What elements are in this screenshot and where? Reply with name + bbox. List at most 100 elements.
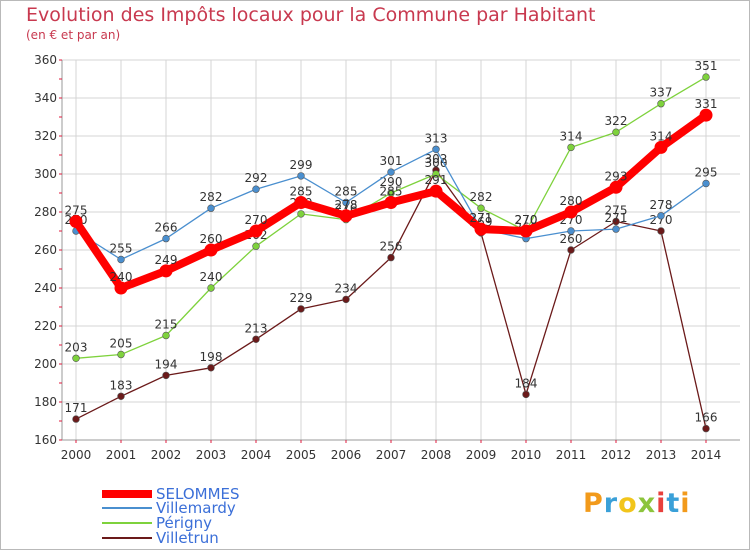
point-perigny-2002 <box>162 331 170 340</box>
point-selommes-2012 <box>609 180 623 194</box>
data-label-villemardy-2014: 295 <box>695 166 718 180</box>
point-selommes-2001 <box>114 281 128 295</box>
point-perigny-2013 <box>657 99 665 108</box>
data-label-selommes-2011: 280 <box>560 194 583 208</box>
point-selommes-2014 <box>699 108 713 122</box>
y-tick-label-180: 180 <box>34 395 57 409</box>
point-villetrun-2012 <box>612 217 620 226</box>
data-label-villemardy-2012: 271 <box>605 211 628 225</box>
data-label-villemardy-2007: 301 <box>380 154 403 168</box>
data-label-villetrun-2002: 194 <box>155 357 178 371</box>
x-tick-label-2010: 2010 <box>511 448 542 462</box>
point-perigny-2005 <box>297 210 305 218</box>
point-villetrun-2013 <box>657 227 665 235</box>
point-perigny-2011 <box>567 143 575 152</box>
data-label-selommes-2000: 275 <box>65 204 88 218</box>
point-villetrun-2002 <box>162 371 170 380</box>
data-label-perigny-2014: 351 <box>695 59 718 73</box>
data-label-selommes-2010: 270 <box>515 213 538 227</box>
point-villetrun-2014 <box>702 424 710 433</box>
chart-subtitle: (en € et par an) <box>26 28 121 42</box>
point-villemardy-2008 <box>432 145 440 154</box>
data-label-perigny-2009: 282 <box>470 190 493 204</box>
point-selommes-2008 <box>429 184 443 198</box>
legend-item-villetrun[interactable]: Villetrun <box>102 529 219 547</box>
point-selommes-2005 <box>294 196 308 209</box>
point-perigny-2001 <box>117 350 125 359</box>
data-label-perigny-2000: 203 <box>65 340 88 354</box>
data-label-perigny-2003: 240 <box>200 270 223 284</box>
point-villemardy-2014 <box>702 179 710 188</box>
point-selommes-2000 <box>69 215 83 228</box>
y-tick-label-280: 280 <box>34 205 57 219</box>
data-label-perigny-2011: 314 <box>560 129 583 143</box>
point-selommes-2007 <box>384 196 398 209</box>
point-perigny-2012 <box>612 128 620 136</box>
point-selommes-2002 <box>159 264 173 278</box>
data-label-perigny-2002: 215 <box>155 318 178 332</box>
point-villemardy-2001 <box>117 255 125 264</box>
data-label-villetrun-2004: 213 <box>245 321 268 335</box>
point-villemardy-2003 <box>207 204 215 212</box>
data-label-selommes-2002: 249 <box>155 253 178 267</box>
x-tick-label-2006: 2006 <box>331 448 362 462</box>
point-villetrun-2010 <box>522 390 530 399</box>
y-tick-label-300: 300 <box>34 167 57 181</box>
data-label-villetrun-2012: 275 <box>605 204 628 218</box>
data-label-selommes-2003: 260 <box>200 232 223 246</box>
data-label-villetrun-2001: 183 <box>110 378 133 392</box>
point-selommes-2006 <box>339 209 353 223</box>
legend-item-villemardy[interactable]: Villemardy <box>102 501 236 516</box>
point-villetrun-2011 <box>567 246 575 254</box>
data-label-villetrun-2006: 234 <box>335 281 358 295</box>
data-label-villetrun-2003: 198 <box>200 350 223 364</box>
data-label-villemardy-2006: 285 <box>335 185 358 199</box>
x-tick-label-2001: 2001 <box>106 448 137 462</box>
point-villetrun-2003 <box>207 364 215 372</box>
point-selommes-2009 <box>474 222 488 236</box>
x-tick-label-2007: 2007 <box>376 448 407 462</box>
y-tick-label-320: 320 <box>34 129 57 143</box>
data-label-villetrun-2011: 260 <box>560 232 583 246</box>
data-label-selommes-2014: 331 <box>695 97 718 111</box>
data-label-perigny-2007: 290 <box>380 175 403 189</box>
legend-swatch-selommes <box>102 490 152 498</box>
legend-item-selommes[interactable]: SELOMMES <box>102 487 240 502</box>
data-label-villetrun-2008: 302 <box>425 152 448 166</box>
point-villemardy-2012 <box>612 225 620 233</box>
y-tick-label-200: 200 <box>34 357 57 371</box>
point-selommes-2010 <box>519 224 533 238</box>
point-villemardy-2006 <box>342 198 350 207</box>
data-label-villemardy-2001: 255 <box>110 242 133 256</box>
data-label-villetrun-2010: 184 <box>515 376 538 390</box>
point-villetrun-2001 <box>117 392 125 400</box>
x-tick-label-2008: 2008 <box>421 448 452 462</box>
legend-label-villetrun: Villetrun <box>156 529 219 547</box>
data-label-selommes-2012: 293 <box>605 169 628 183</box>
point-villetrun-2006 <box>342 295 350 304</box>
point-villetrun-2007 <box>387 253 395 262</box>
data-label-selommes-2009: 271 <box>470 211 493 225</box>
x-tick-label-2000: 2000 <box>61 448 92 462</box>
point-villetrun-2004 <box>252 335 260 343</box>
x-tick-label-2014: 2014 <box>691 448 722 462</box>
data-label-villemardy-2013: 278 <box>650 198 673 212</box>
legend-swatch-villetrun <box>102 537 152 539</box>
x-tick-label-2004: 2004 <box>241 448 272 462</box>
x-tick-label-2002: 2002 <box>151 448 182 462</box>
legend-label-perigny: Périgny <box>156 514 212 532</box>
data-label-selommes-2007: 285 <box>380 185 403 199</box>
x-tick-label-2013: 2013 <box>646 448 677 462</box>
point-perigny-2000 <box>72 354 80 362</box>
data-label-selommes-2006: 278 <box>335 198 358 212</box>
proxiti-logo: Proxiti <box>583 488 691 519</box>
data-label-villetrun-2013: 270 <box>650 213 673 227</box>
legend-item-perigny[interactable]: Périgny <box>102 514 212 532</box>
point-perigny-2009 <box>477 204 485 212</box>
data-label-perigny-2001: 205 <box>110 337 133 351</box>
data-label-villemardy-2008: 313 <box>425 131 448 145</box>
point-villemardy-2005 <box>297 172 305 180</box>
y-tick-label-340: 340 <box>34 91 57 105</box>
